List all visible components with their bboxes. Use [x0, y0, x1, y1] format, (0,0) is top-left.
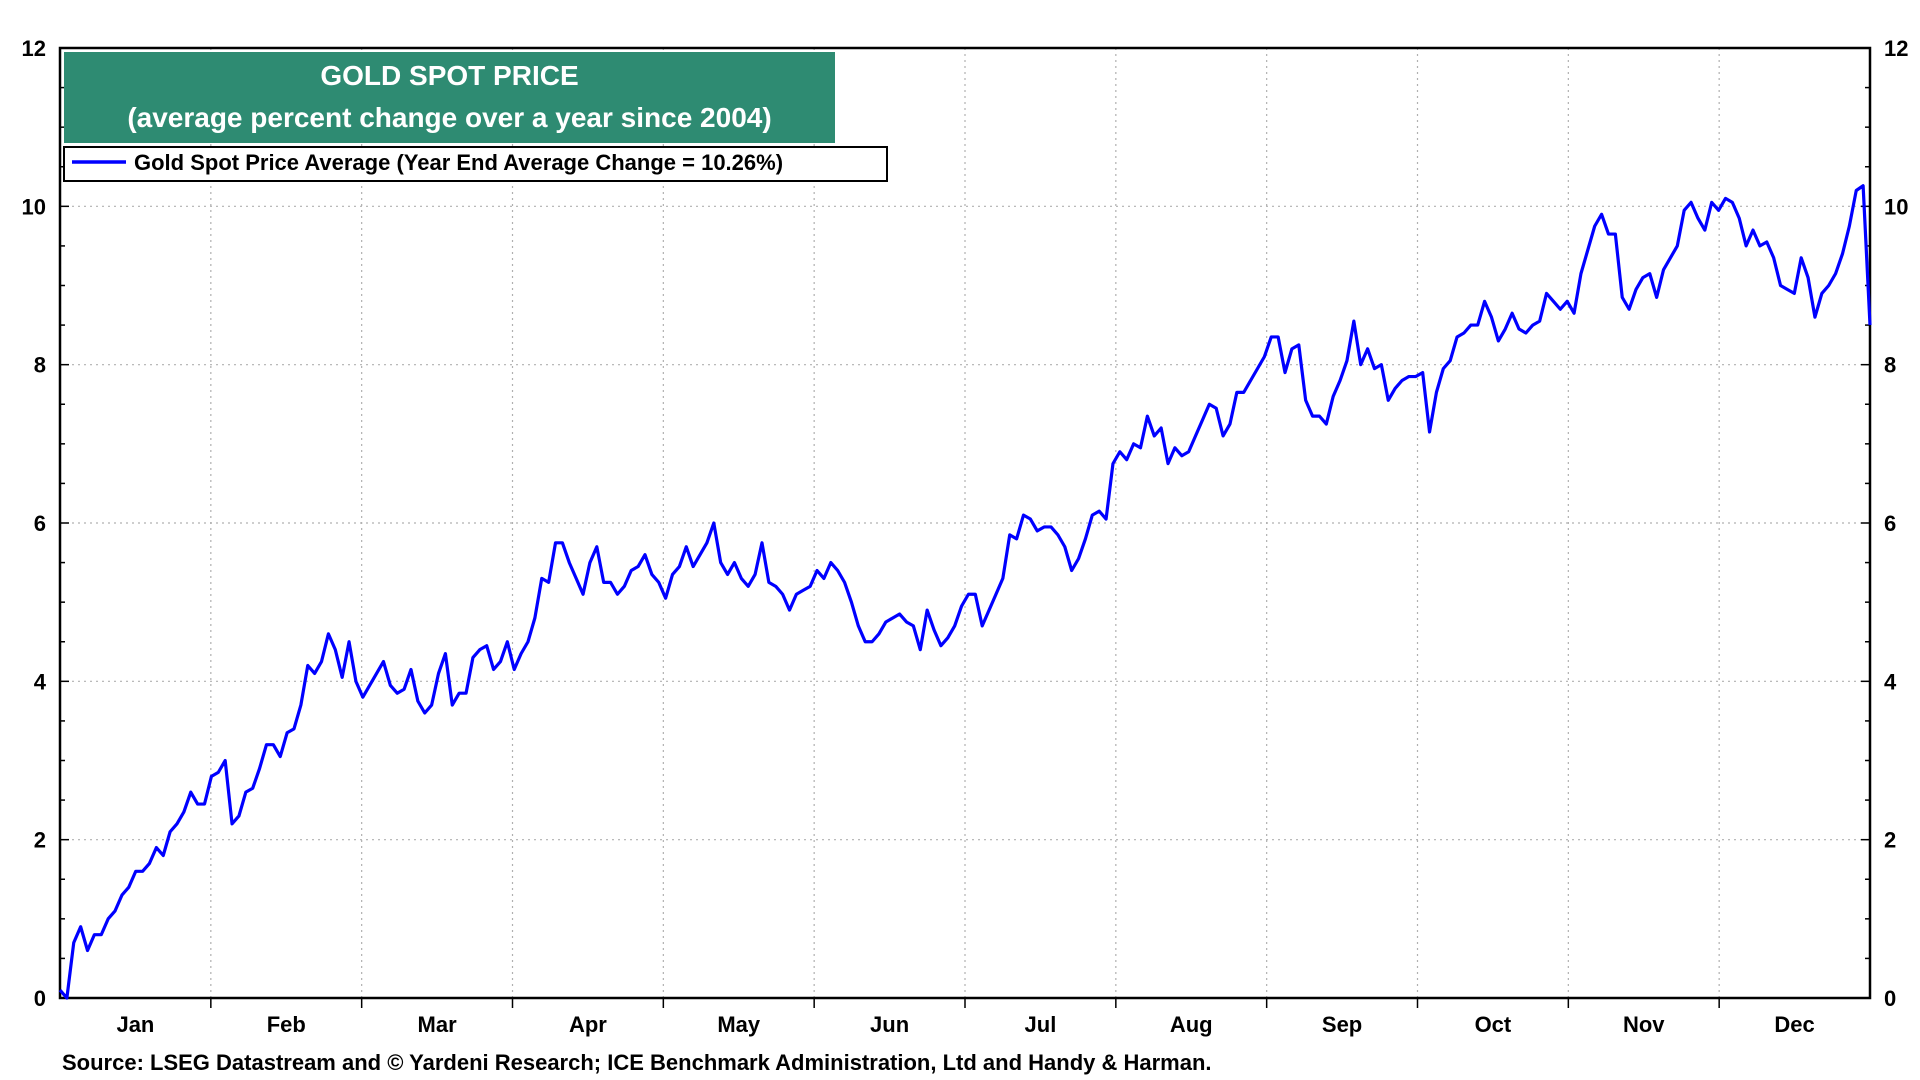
month-label: Feb	[267, 1012, 306, 1037]
left-y-tick-label: 4	[34, 669, 47, 694]
month-label: Sep	[1322, 1012, 1362, 1037]
gold-spot-price-average-line	[58, 184, 1872, 1000]
month-label: Aug	[1170, 1012, 1213, 1037]
month-label: Jul	[1025, 1012, 1057, 1037]
month-label: Jan	[116, 1012, 154, 1037]
month-label: Dec	[1774, 1012, 1814, 1037]
month-label: Mar	[418, 1012, 458, 1037]
x-axis-month-labels: Jan Feb Mar Apr May Jun Jul Aug Sep Oct Nov Dec	[116, 1012, 1814, 1037]
right-y-tick-label: 8	[1884, 353, 1896, 378]
right-y-tick-label: 10	[1884, 194, 1908, 219]
right-y-tick-label: 2	[1884, 828, 1896, 853]
left-y-tick-label: 6	[34, 511, 46, 536]
left-y-tick-label: 0	[34, 986, 46, 1011]
legend: Gold Spot Price Average (Year End Averag…	[63, 146, 888, 182]
grid-lines	[60, 48, 1870, 998]
right-y-tick-label: 12	[1884, 36, 1908, 61]
left-y-tick-label: 2	[34, 828, 46, 853]
right-y-tick-label: 0	[1884, 986, 1896, 1011]
title-box: GOLD SPOT PRICE (average percent change …	[64, 52, 835, 143]
month-label: Apr	[569, 1012, 607, 1037]
month-label: Nov	[1623, 1012, 1665, 1037]
plot-frame	[58, 46, 1872, 1000]
month-label: Jun	[870, 1012, 909, 1037]
source-note: Source: LSEG Datastream and © Yardeni Re…	[62, 1050, 1212, 1075]
left-y-axis-labels: 0 2 4 6 8 10 12	[22, 36, 47, 1011]
right-y-axis-labels: 0 2 4 6 8 10 12	[1884, 36, 1908, 1011]
chart-title: GOLD SPOT PRICE	[320, 60, 578, 91]
left-y-tick-label: 12	[22, 36, 46, 61]
right-y-tick-label: 6	[1884, 511, 1896, 536]
right-y-tick-label: 4	[1884, 669, 1897, 694]
legend-entry: Gold Spot Price Average (Year End Averag…	[134, 150, 783, 175]
month-label: May	[717, 1012, 761, 1037]
chart-subtitle: (average percent change over a year sinc…	[127, 102, 771, 133]
left-y-tick-label: 8	[34, 353, 46, 378]
month-label: Oct	[1475, 1012, 1512, 1037]
left-y-tick-label: 10	[22, 194, 46, 219]
